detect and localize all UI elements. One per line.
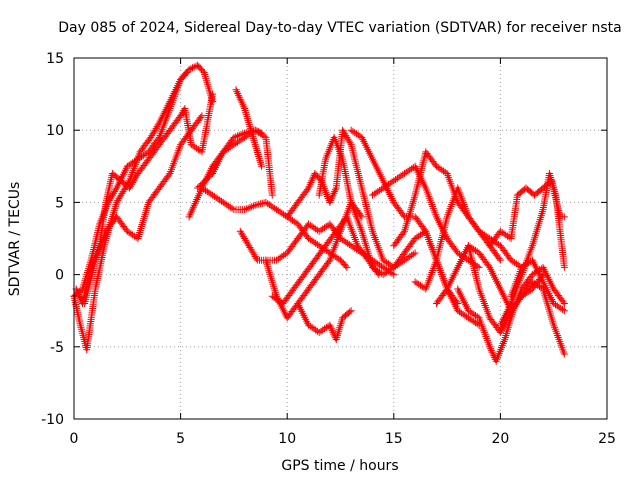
plot-frame bbox=[73, 57, 608, 420]
series-track-13 bbox=[294, 299, 355, 344]
axis-ticks bbox=[73, 57, 608, 420]
y-tick-label: 5 bbox=[55, 195, 64, 211]
y-tick-label: 10 bbox=[46, 123, 64, 139]
series-track-24 bbox=[507, 256, 568, 315]
y-tick-label: -10 bbox=[41, 412, 64, 428]
x-tick-label: 5 bbox=[176, 431, 185, 447]
chart-title: Day 085 of 2024, Sidereal Day-to-day VTE… bbox=[58, 20, 621, 36]
axis-labels: 0 5 10 15 20 25 -10 -5 0 5 10 15 bbox=[41, 51, 616, 447]
x-tick-label: 10 bbox=[278, 431, 296, 447]
data-markers bbox=[70, 61, 568, 365]
x-tick-label: 15 bbox=[385, 431, 403, 447]
series-track-11 bbox=[268, 213, 383, 307]
y-tick-label: 15 bbox=[46, 51, 64, 67]
series-track-12 bbox=[283, 126, 419, 271]
y-tick-label: -5 bbox=[50, 340, 64, 356]
y-axis-title: SDTVAR / TECUs bbox=[7, 182, 23, 297]
x-tick-label: 0 bbox=[70, 431, 79, 447]
x-tick-label: 20 bbox=[491, 431, 509, 447]
series-track-4 bbox=[81, 112, 206, 307]
y-tick-label: 0 bbox=[55, 268, 64, 284]
series-track-6 bbox=[194, 126, 276, 199]
series-track-18 bbox=[411, 184, 526, 293]
x-axis-title: GPS time / hours bbox=[281, 458, 398, 474]
series-track-23 bbox=[496, 170, 568, 329]
series-track-7 bbox=[232, 86, 266, 170]
series-track-20 bbox=[464, 242, 568, 358]
x-tick-label: 25 bbox=[598, 431, 616, 447]
